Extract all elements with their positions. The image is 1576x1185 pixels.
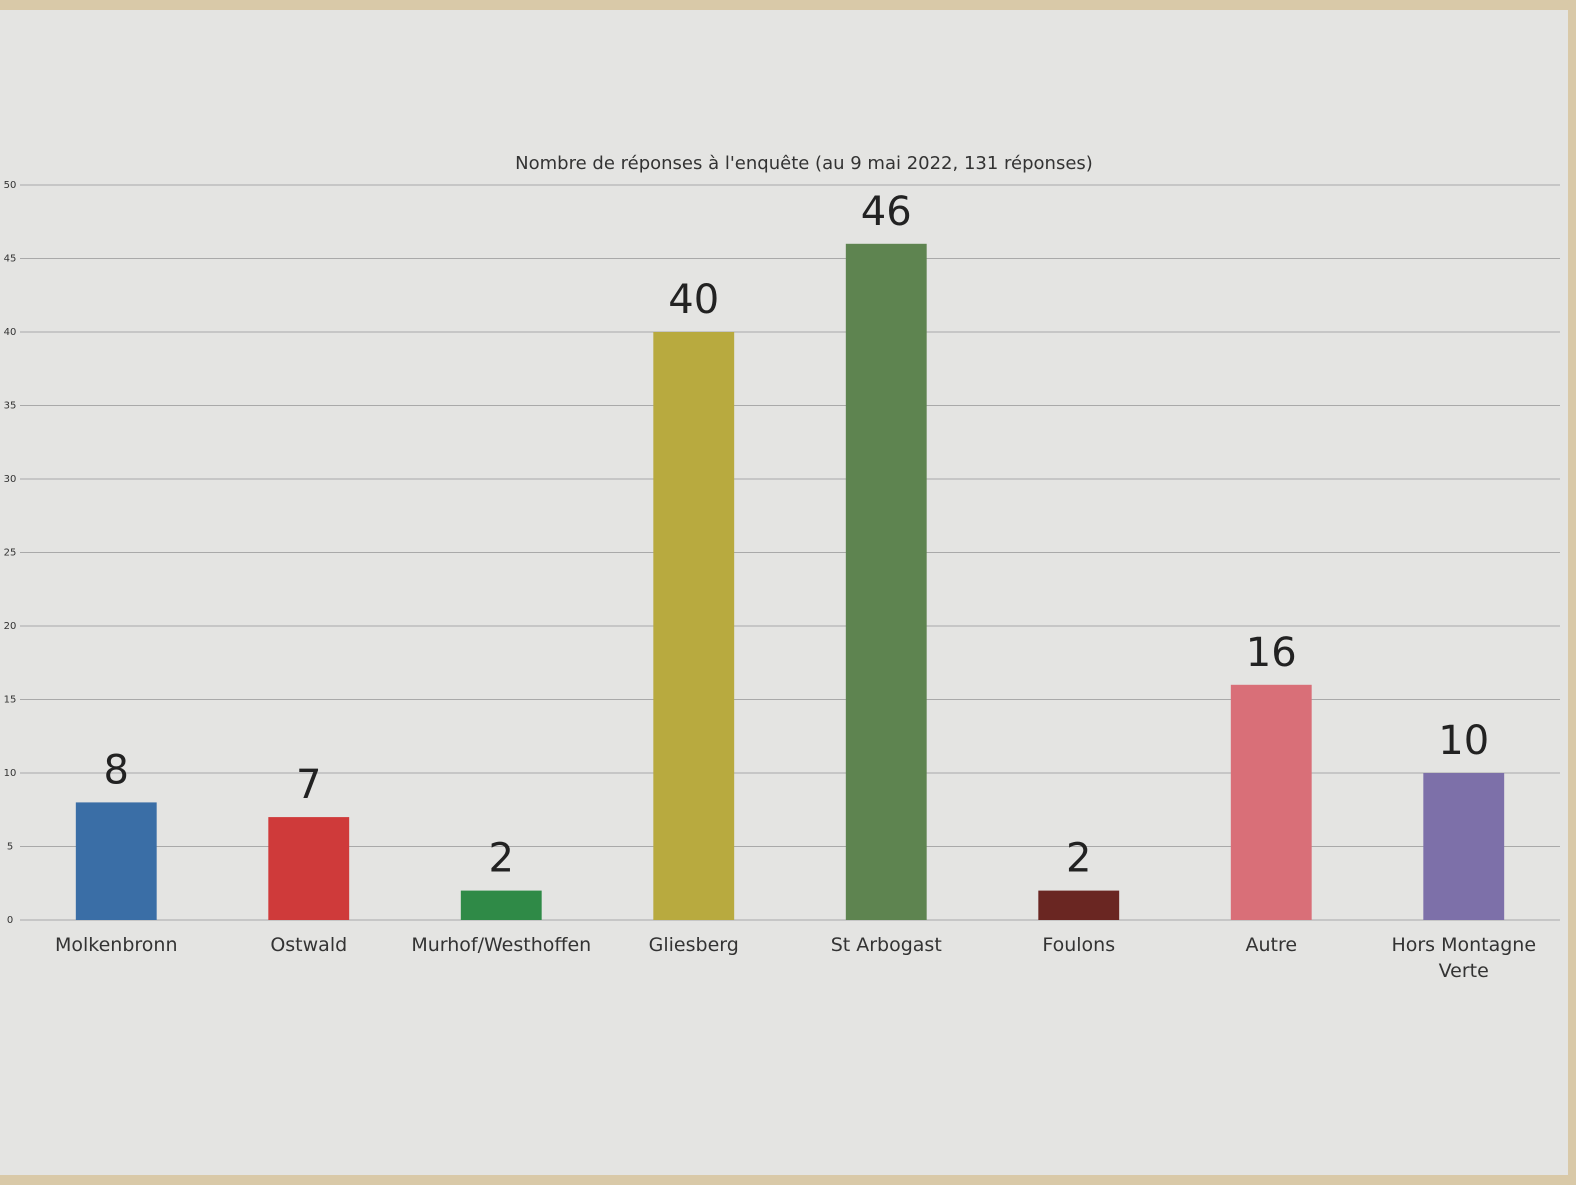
value-label: 46: [861, 189, 912, 235]
x-tick-label: Murhof/Westhoffen: [401, 932, 601, 958]
value-label: 10: [1438, 718, 1489, 764]
x-label-box: Ostwald: [209, 932, 409, 992]
value-label: 2: [1066, 836, 1091, 882]
y-tick-label: 10: [4, 768, 17, 779]
y-tick-label: 15: [4, 695, 17, 706]
x-label-box: Hors Montagne Verte: [1364, 932, 1564, 992]
x-label-box: Murhof/Westhoffen: [401, 932, 601, 992]
y-tick-label: 20: [4, 621, 17, 632]
bar: [461, 891, 542, 920]
y-tick-label: 0: [7, 915, 13, 926]
y-tick-label: 45: [4, 254, 17, 265]
x-tick-label: Gliesberg: [594, 932, 794, 958]
value-label: 16: [1246, 630, 1297, 676]
y-tick-label: 5: [7, 842, 13, 853]
value-label: 2: [489, 836, 514, 882]
x-tick-label: Ostwald: [209, 932, 409, 958]
x-tick-label: St Arbogast: [786, 932, 986, 958]
x-label-box: Foulons: [979, 932, 1179, 992]
value-label: 7: [296, 762, 321, 808]
y-tick-label: 25: [4, 548, 17, 559]
chart: Nombre de réponses à l'enquête (au 9 mai…: [0, 0, 1576, 1185]
y-tick-label: 35: [4, 401, 17, 412]
bar: [1038, 891, 1119, 920]
y-tick-label: 40: [4, 327, 17, 338]
chart-title: Nombre de réponses à l'enquête (au 9 mai…: [515, 153, 1093, 174]
x-label-box: St Arbogast: [786, 932, 986, 992]
bar: [1231, 685, 1312, 920]
y-tick-label: 30: [4, 474, 17, 485]
x-label-box: Autre: [1171, 932, 1371, 992]
x-tick-label: Hors Montagne Verte: [1389, 932, 1539, 984]
value-label: 8: [104, 747, 129, 793]
x-label-box: Molkenbronn: [16, 932, 216, 992]
y-tick-label: 50: [4, 180, 17, 191]
x-tick-label: Autre: [1171, 932, 1371, 958]
x-label-box: Gliesberg: [594, 932, 794, 992]
x-tick-label: Molkenbronn: [16, 932, 216, 958]
bar: [268, 817, 349, 920]
bar: [653, 332, 734, 920]
bar: [76, 802, 157, 920]
bar: [846, 244, 927, 920]
x-tick-label: Foulons: [979, 932, 1179, 958]
bar: [1423, 773, 1504, 920]
value-label: 40: [668, 277, 719, 323]
